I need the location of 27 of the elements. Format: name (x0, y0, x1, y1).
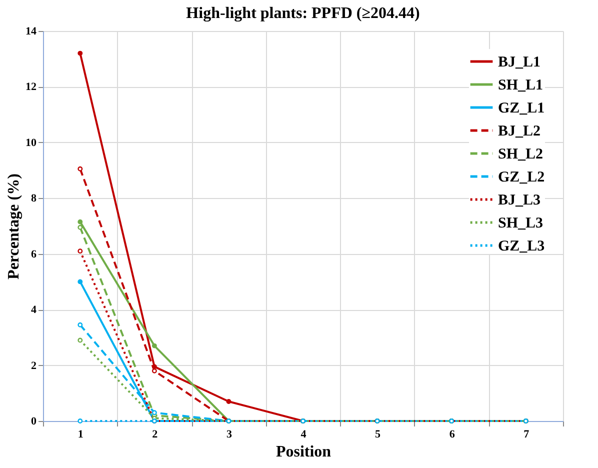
y-axis-title: Percentage (%) (6, 174, 22, 280)
y-tick-label: 0 (31, 416, 37, 428)
legend-label: BJ_L2 (498, 124, 541, 140)
y-tick-label: 8 (31, 192, 37, 205)
x-tick-label: 7 (524, 428, 530, 440)
x-tick-label: 4 (300, 428, 307, 440)
y-tick-label: 10 (26, 136, 37, 149)
x-tick-label: 2 (152, 428, 158, 440)
y-tick-label: 12 (26, 81, 37, 94)
legend-label: BJ_L3 (498, 192, 541, 208)
x-axis-title: Position (276, 444, 332, 460)
y-tick-label: 4 (31, 304, 37, 316)
legend-label: GZ_L2 (498, 170, 545, 186)
legend-label: SH_L3 (498, 216, 544, 232)
legend-label: BJ_L1 (498, 54, 541, 70)
y-tick-label: 2 (31, 360, 37, 372)
x-tick-label: 3 (226, 428, 232, 440)
chart-title: High-light plants: PPFD (≥204.44) (186, 5, 420, 22)
x-tick-label: 5 (375, 428, 382, 440)
y-tick-label: 6 (31, 248, 37, 260)
legend-label: GZ_L3 (498, 238, 545, 254)
x-tick-label: 6 (449, 428, 456, 440)
x-tick-label: 1 (78, 428, 84, 440)
legend-label: SH_L2 (498, 146, 544, 162)
legend-label: SH_L1 (498, 78, 544, 94)
y-tick-label: 14 (26, 26, 37, 38)
legend-label: GZ_L1 (498, 100, 545, 116)
